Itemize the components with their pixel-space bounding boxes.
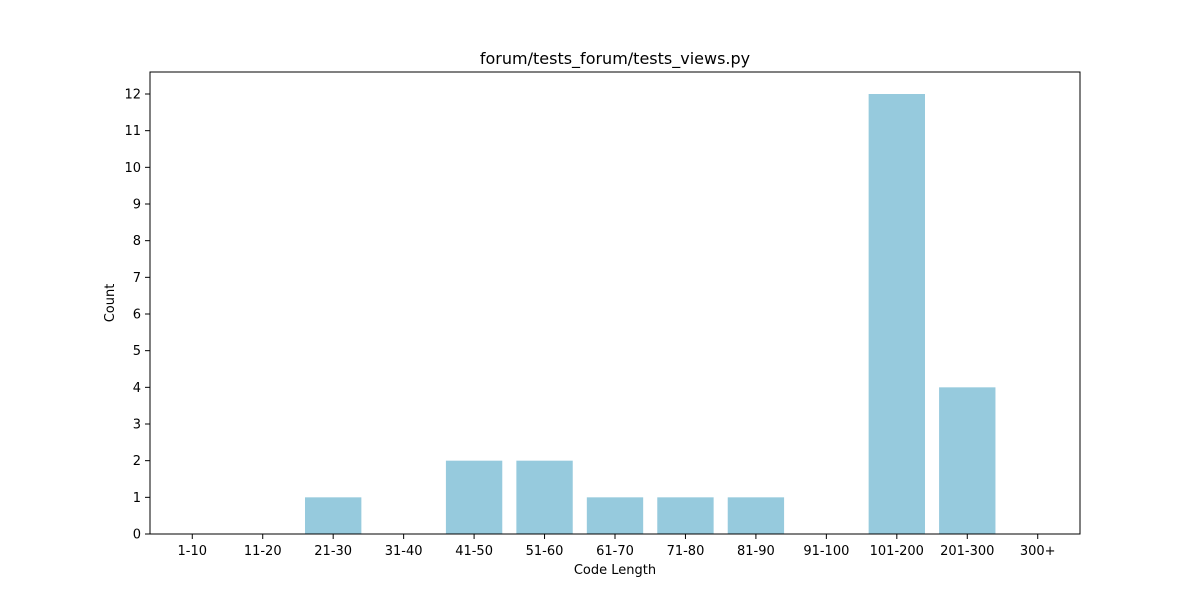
bars-group <box>305 94 996 534</box>
bar-71-80 <box>657 497 714 534</box>
y-tick-label: 12 <box>124 88 141 103</box>
x-tick-label: 61-70 <box>596 544 634 559</box>
y-tick-label: 7 <box>133 271 141 286</box>
bar-41-50 <box>445 460 503 534</box>
bar-51-60 <box>516 460 573 534</box>
y-tick-label: 3 <box>133 418 141 433</box>
x-axis-label: Code Length <box>574 563 656 578</box>
x-tick-label: 1-10 <box>178 544 208 559</box>
x-tick-label: 81-90 <box>737 544 775 559</box>
bar-201-300 <box>939 387 996 534</box>
bar-61-70 <box>586 497 644 534</box>
y-tick-label: 8 <box>133 234 141 249</box>
x-tick-label: 51-60 <box>526 544 564 559</box>
x-tick-label: 201-300 <box>940 544 994 559</box>
x-axis: 1-10 11-20 21-30 31-40 41-50 51-60 61-70 71-80 8… <box>178 534 1056 559</box>
y-tick-label: 10 <box>124 161 141 176</box>
y-tick-label: 4 <box>133 381 141 396</box>
y-tick-label: 5 <box>133 344 141 359</box>
x-tick-label: 11-20 <box>244 544 282 559</box>
y-tick-label: 1 <box>133 491 141 506</box>
bar-81-90 <box>727 497 785 534</box>
y-tick-label: 6 <box>133 308 141 323</box>
x-tick-label: 31-40 <box>385 544 423 559</box>
bar-101-200 <box>868 94 925 534</box>
chart-title: forum/tests_forum/tests_views.py <box>480 49 750 69</box>
y-tick-label: 9 <box>133 198 141 213</box>
x-tick-label: 71-80 <box>667 544 705 559</box>
x-tick-label: 101-200 <box>870 544 924 559</box>
x-tick-label: 41-50 <box>455 544 493 559</box>
bar-21-30 <box>305 497 362 534</box>
x-tick-label: 91-100 <box>803 544 849 559</box>
x-tick-label: 21-30 <box>314 544 352 559</box>
x-tick-label: 300+ <box>1020 544 1056 559</box>
y-tick-label: 2 <box>133 454 141 469</box>
y-tick-label: 0 <box>133 528 141 543</box>
y-axis-label: Count <box>103 284 118 323</box>
y-tick-label: 11 <box>124 124 141 139</box>
